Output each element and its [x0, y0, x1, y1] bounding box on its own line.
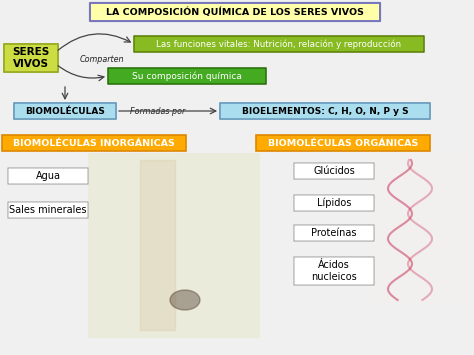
FancyBboxPatch shape: [294, 195, 374, 211]
FancyBboxPatch shape: [2, 135, 186, 151]
FancyBboxPatch shape: [134, 36, 424, 52]
Text: Comparten: Comparten: [80, 55, 125, 65]
FancyBboxPatch shape: [294, 225, 374, 241]
Text: LA COMPOSICIÓN QUÍMICA DE LOS SERES VIVOS: LA COMPOSICIÓN QUÍMICA DE LOS SERES VIVO…: [106, 7, 364, 17]
Ellipse shape: [170, 290, 200, 310]
FancyBboxPatch shape: [90, 3, 380, 21]
Text: Proteínas: Proteínas: [311, 228, 357, 238]
FancyBboxPatch shape: [294, 257, 374, 285]
Text: Lípidos: Lípidos: [317, 198, 351, 208]
Text: BIOMOLÉCULAS INORGÁNICAS: BIOMOLÉCULAS INORGÁNICAS: [13, 138, 175, 147]
FancyBboxPatch shape: [294, 163, 374, 179]
FancyBboxPatch shape: [8, 202, 88, 218]
FancyBboxPatch shape: [8, 168, 88, 184]
FancyBboxPatch shape: [108, 68, 266, 84]
FancyBboxPatch shape: [4, 44, 58, 72]
FancyBboxPatch shape: [368, 153, 470, 303]
Text: BIOELEMENTOS: C, H, O, N, P y S: BIOELEMENTOS: C, H, O, N, P y S: [242, 106, 408, 115]
FancyBboxPatch shape: [220, 103, 430, 119]
Text: BIOMOLÉCULAS: BIOMOLÉCULAS: [25, 106, 105, 115]
Text: Glúcidos: Glúcidos: [313, 166, 355, 176]
Text: SERES
VIVOS: SERES VIVOS: [12, 47, 50, 69]
Text: Su composición química: Su composición química: [132, 71, 242, 81]
FancyBboxPatch shape: [14, 103, 116, 119]
Text: Sales minerales: Sales minerales: [9, 205, 87, 215]
Text: Las funciones vitales: Nutrición, relación y reproducción: Las funciones vitales: Nutrición, relaci…: [156, 39, 401, 49]
FancyBboxPatch shape: [88, 153, 260, 338]
Text: Formadas por: Formadas por: [130, 106, 185, 115]
FancyBboxPatch shape: [256, 135, 430, 151]
Text: Ácidos
nucleicos: Ácidos nucleicos: [311, 260, 357, 282]
Text: BIOMOLÉCULAS ORGÁNICAS: BIOMOLÉCULAS ORGÁNICAS: [268, 138, 418, 147]
Text: Agua: Agua: [36, 171, 61, 181]
